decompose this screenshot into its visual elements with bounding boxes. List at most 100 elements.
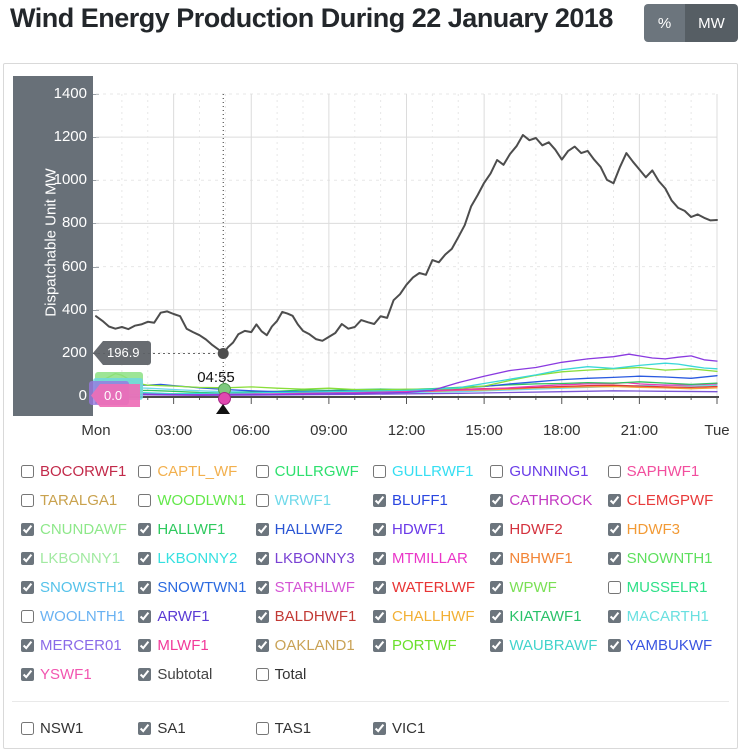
farm-legend-item-checkbox-clemgpwf[interactable] [607,494,621,507]
farm-legend-item-challhwf[interactable]: CHALLHWF [373,608,490,625]
farm-legend-item-lkbonny1[interactable]: LKBONNY1 [21,550,138,567]
farm-legend-item-checkbox-hallwf2[interactable] [255,523,269,536]
farm-legend-item-checkbox-mercer01[interactable] [21,639,34,652]
farm-legend-item-oakland1[interactable]: OAKLAND1 [255,637,373,654]
farm-legend-item-checkbox-musselr1[interactable] [607,581,621,594]
farm-legend-item-musselr1[interactable]: MUSSELR1 [607,579,725,596]
farm-legend-item-mercer01[interactable]: MERCER01 [21,637,138,654]
farm-legend-item-yambukwf[interactable]: YAMBUKWF [607,637,725,654]
farm-legend-item-checkbox-hdwf1[interactable] [373,523,386,536]
farm-legend-item-arwf1[interactable]: ARWF1 [138,608,255,625]
farm-legend-item-checkbox-lkbonny1[interactable] [21,552,34,565]
farm-legend-item-subtotal[interactable]: Subtotal [138,666,255,683]
farm-legend-item-bluff1[interactable]: BLUFF1 [373,492,490,509]
farm-legend-item-snowsth1[interactable]: SNOWSTH1 [21,579,138,596]
farm-legend-item-checkbox-snowsth1[interactable] [21,581,34,594]
farm-legend-item-hdwf1[interactable]: HDWF1 [373,521,490,538]
farm-legend-item-checkbox-taralga1[interactable] [21,494,34,507]
farm-legend-item-yswf1[interactable]: YSWF1 [21,666,138,683]
farm-legend-item-lkbonny3[interactable]: LKBONNY3 [255,550,373,567]
farm-legend-item-hdwf3[interactable]: HDWF3 [607,521,725,538]
farm-legend-item-checkbox-saphwf1[interactable] [607,465,621,478]
farm-legend-item-baldhwf1[interactable]: BALDHWF1 [255,608,373,625]
farm-legend-item-checkbox-macarth1[interactable] [607,610,621,623]
farm-legend-item-checkbox-bocorwf1[interactable] [21,465,34,478]
farm-legend-item-gullrwf1[interactable]: GULLRWF1 [373,463,490,480]
farm-legend-item-woolnth1[interactable]: WOOLNTH1 [21,608,138,625]
farm-legend-item-checkbox-waubrawf[interactable] [490,639,504,652]
region-legend-item-tas1[interactable]: TAS1 [255,720,373,737]
farm-legend-item-clemgpwf[interactable]: CLEMGPWF [607,492,725,509]
farm-legend-item-checkbox-starhlwf[interactable] [255,581,269,594]
region-legend-item-vic1[interactable]: VIC1 [373,720,490,737]
farm-legend-item-checkbox-mlwf1[interactable] [138,639,152,652]
region-legend-item-checkbox-sa1[interactable] [138,722,152,735]
farm-legend-item-checkbox-total[interactable] [255,668,269,681]
farm-legend-item-checkbox-challhwf[interactable] [373,610,386,623]
region-legend-item-checkbox-tas1[interactable] [255,722,269,735]
farm-legend-item-bocorwf1[interactable]: BOCORWF1 [21,463,138,480]
farm-legend-item-wrwf1[interactable]: WRWF1 [255,492,373,509]
farm-legend-item-checkbox-hallwf1[interactable] [138,523,152,536]
farm-legend-item-nbhwf1[interactable]: NBHWF1 [490,550,607,567]
farm-legend-item-checkbox-kiatawf1[interactable] [490,610,504,623]
farm-legend-item-snowtwn1[interactable]: SNOWTWN1 [138,579,255,596]
farm-legend-item-captl_wf[interactable]: CAPTL_WF [138,463,255,480]
farm-legend-item-cathrock[interactable]: CATHROCK [490,492,607,509]
farm-legend-item-woodlwn1[interactable]: WOODLWN1 [138,492,255,509]
farm-legend-item-mtmillar[interactable]: MTMILLAR [373,550,490,567]
percent-button[interactable]: % [644,4,685,42]
farm-legend-item-snownth1[interactable]: SNOWNTH1 [607,550,725,567]
farm-legend-item-checkbox-portwf[interactable] [373,639,386,652]
farm-legend-item-taralga1[interactable]: TARALGA1 [21,492,138,509]
farm-legend-item-gunning1[interactable]: GUNNING1 [490,463,607,480]
farm-legend-item-checkbox-yswf1[interactable] [21,668,34,681]
farm-legend-item-checkbox-woodlwn1[interactable] [138,494,152,507]
farm-legend-item-checkbox-wrwf1[interactable] [255,494,269,507]
farm-legend-item-checkbox-arwf1[interactable] [138,610,152,623]
farm-legend-item-hdwf2[interactable]: HDWF2 [490,521,607,538]
farm-legend-item-checkbox-cullrgwf[interactable] [255,465,269,478]
farm-legend-item-waubrawf[interactable]: WAUBRAWF [490,637,607,654]
farm-legend-item-mlwf1[interactable]: MLWF1 [138,637,255,654]
farm-legend-item-waterlwf[interactable]: WATERLWF [373,579,490,596]
region-legend-item-checkbox-vic1[interactable] [373,722,386,735]
farm-legend-item-checkbox-hdwf2[interactable] [490,523,504,536]
farm-legend-item-macarth1[interactable]: MACARTH1 [607,608,725,625]
farm-legend-item-hallwf1[interactable]: HALLWF1 [138,521,255,538]
farm-legend-item-checkbox-captl_wf[interactable] [138,465,152,478]
farm-legend-item-checkbox-waterlwf[interactable] [373,581,386,594]
farm-legend-item-checkbox-lkbonny2[interactable] [138,552,152,565]
farm-legend-item-checkbox-lkbonny3[interactable] [255,552,269,565]
farm-legend-item-checkbox-nbhwf1[interactable] [490,552,504,565]
farm-legend-item-checkbox-snownth1[interactable] [607,552,621,565]
farm-legend-item-checkbox-yambukwf[interactable] [607,639,621,652]
region-legend-item-nsw1[interactable]: NSW1 [21,720,138,737]
farm-legend-item-checkbox-woolnth1[interactable] [21,610,34,623]
farm-legend-item-checkbox-subtotal[interactable] [138,668,152,681]
farm-legend-item-cnundawf[interactable]: CNUNDAWF [21,521,138,538]
farm-legend-item-checkbox-gunning1[interactable] [490,465,504,478]
farm-legend-item-hallwf2[interactable]: HALLWF2 [255,521,373,538]
farm-legend-item-saphwf1[interactable]: SAPHWF1 [607,463,725,480]
plot-area[interactable] [93,76,721,421]
farm-legend-item-portwf[interactable]: PORTWF [373,637,490,654]
farm-legend-item-checkbox-hdwf3[interactable] [607,523,621,536]
farm-legend-item-checkbox-oakland1[interactable] [255,639,269,652]
region-legend-item-sa1[interactable]: SA1 [138,720,255,737]
farm-legend-item-cullrgwf[interactable]: CULLRGWF [255,463,373,480]
farm-legend-item-wpwf[interactable]: WPWF [490,579,607,596]
farm-legend-item-total[interactable]: Total [255,666,373,683]
farm-legend-item-checkbox-bluff1[interactable] [373,494,386,507]
farm-legend-item-checkbox-cnundawf[interactable] [21,523,34,536]
farm-legend-item-checkbox-baldhwf1[interactable] [255,610,269,623]
farm-legend-item-checkbox-snowtwn1[interactable] [138,581,152,594]
farm-legend-item-checkbox-cathrock[interactable] [490,494,504,507]
farm-legend-item-checkbox-mtmillar[interactable] [373,552,386,565]
farm-legend-item-starhlwf[interactable]: STARHLWF [255,579,373,596]
farm-legend-item-lkbonny2[interactable]: LKBONNY2 [138,550,255,567]
mw-button[interactable]: MW [685,4,738,42]
farm-legend-item-kiatawf1[interactable]: KIATAWF1 [490,608,607,625]
region-legend-item-checkbox-nsw1[interactable] [21,722,34,735]
farm-legend-item-checkbox-gullrwf1[interactable] [373,465,386,478]
